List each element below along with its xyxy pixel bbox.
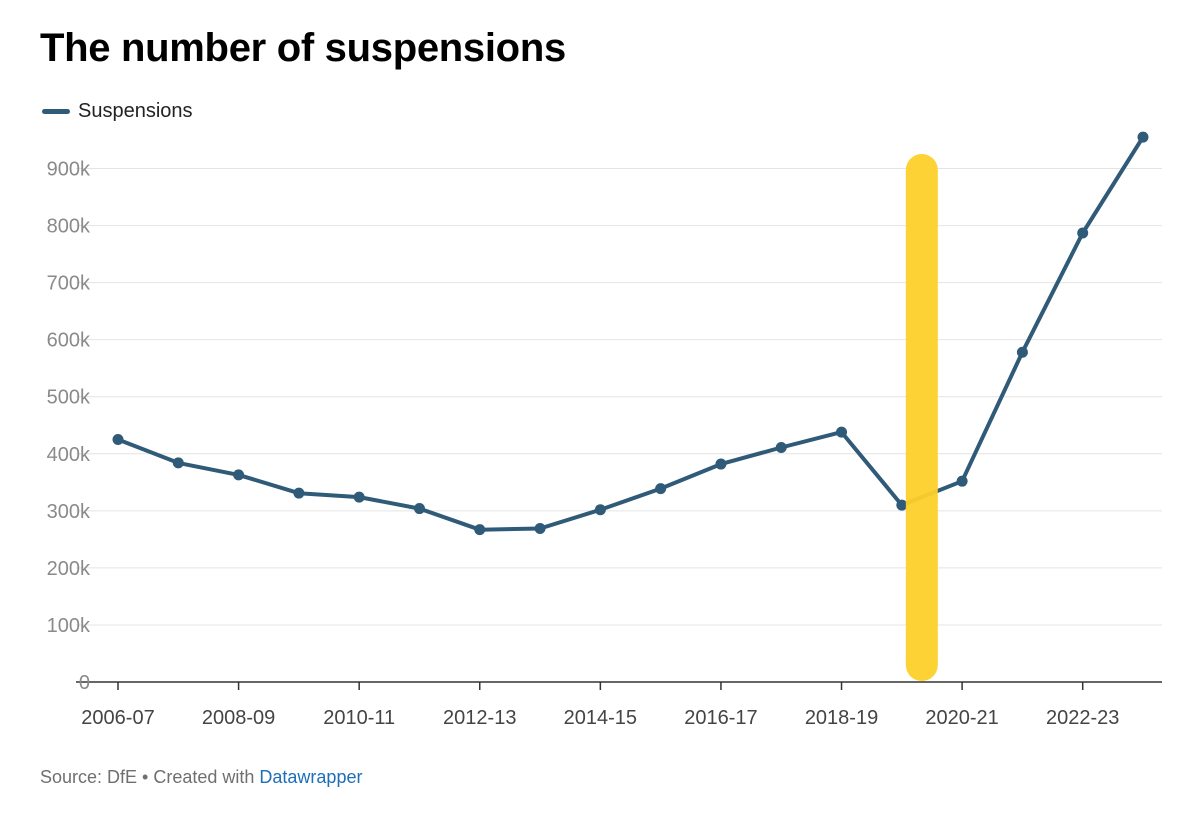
source-text: Source: DfE • Created with — [40, 767, 260, 787]
data-point-2013-14 — [534, 523, 546, 535]
data-point-2009-10 — [293, 487, 305, 499]
data-point-2011-12 — [413, 503, 425, 515]
y-tick-label-200k: 200k — [47, 558, 91, 580]
series-line-suspensions — [116, 135, 1145, 532]
legend: Suspensions — [42, 100, 193, 123]
data-point-2015-16 — [655, 483, 667, 495]
x-tick-label-2022-23: 2022-23 — [1046, 707, 1119, 729]
data-point-2023-24 — [1137, 131, 1149, 143]
y-tick-label-800k: 800k — [47, 216, 91, 238]
data-point-2021-22 — [1016, 346, 1028, 358]
chart-footer: Source: DfE • Created with Datawrapper — [40, 767, 362, 788]
data-point-2014-15 — [594, 504, 606, 516]
y-tick-label-900k: 900k — [47, 159, 91, 181]
data-point-2006-07 — [112, 434, 124, 446]
data-point-2018-19 — [836, 426, 848, 438]
data-point-2012-13 — [474, 524, 486, 536]
x-tick-label-2018-19: 2018-19 — [805, 707, 878, 729]
x-tick-label-2016-17: 2016-17 — [684, 707, 757, 729]
y-tick-label-600k: 600k — [47, 330, 91, 352]
y-tick-label-400k: 400k — [47, 444, 91, 466]
x-tick-label-2012-13: 2012-13 — [443, 707, 516, 729]
chart-title: The number of suspensions — [40, 26, 566, 70]
legend-swatch — [42, 109, 70, 114]
y-tick-label-0: 0 — [79, 672, 90, 694]
data-point-2022-23 — [1077, 227, 1089, 239]
x-tick-label-2010-11: 2010-11 — [323, 707, 395, 729]
legend-label-suspensions: Suspensions — [78, 100, 193, 122]
datawrapper-link[interactable]: Datawrapper — [259, 767, 363, 787]
data-point-2016-17 — [715, 458, 727, 470]
x-tick-label-2006-07: 2006-07 — [81, 707, 154, 729]
y-tick-label-100k: 100k — [47, 615, 91, 637]
x-tick-label-2014-15: 2014-15 — [564, 707, 637, 729]
x-tick-label-2020-21: 2020-21 — [925, 707, 998, 729]
y-tick-label-300k: 300k — [47, 501, 91, 523]
y-tick-label-500k: 500k — [47, 387, 91, 409]
y-tick-label-700k: 700k — [47, 273, 91, 295]
data-point-2019-20 — [896, 499, 908, 511]
data-point-2020-21 — [956, 475, 968, 487]
data-point-2008-09 — [233, 469, 245, 481]
data-point-2017-18 — [775, 442, 787, 454]
x-tick-label-2008-09: 2008-09 — [202, 707, 275, 729]
data-point-2010-11 — [353, 491, 365, 503]
data-point-2007-08 — [172, 457, 184, 469]
